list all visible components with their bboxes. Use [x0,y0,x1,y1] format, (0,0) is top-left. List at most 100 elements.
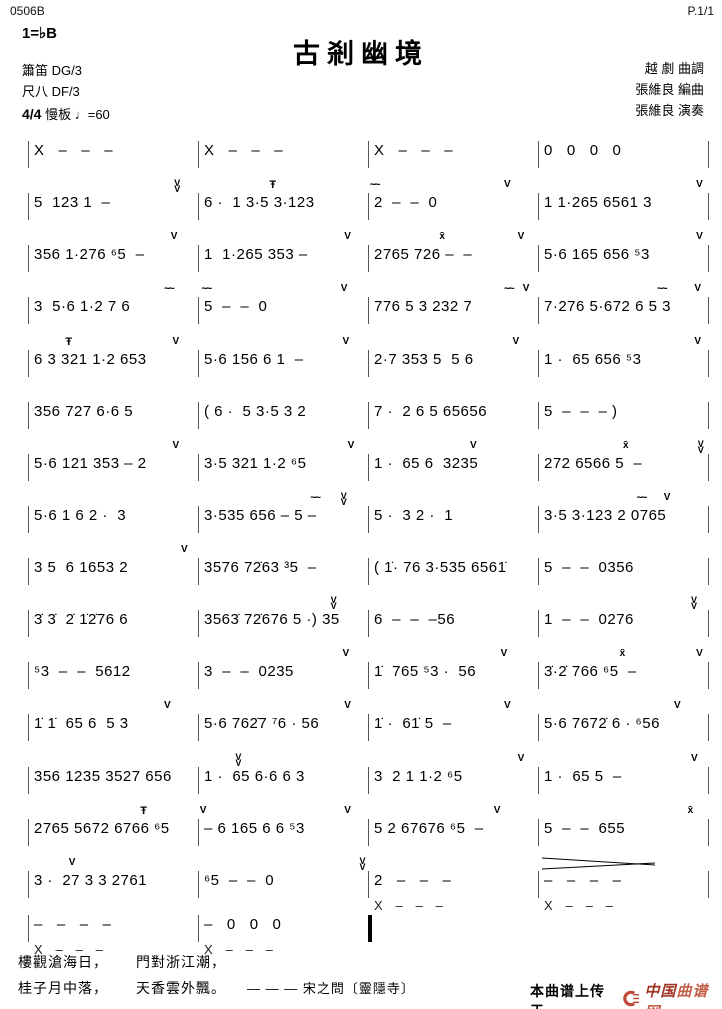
notes-line: 1 · 65 6·6 6 3 [204,768,305,785]
notes-line: 1̇ 765 ⁵3 · 56 [374,663,477,680]
barline [368,454,369,481]
barline [368,610,369,637]
breath-mark-icon: V [696,648,703,659]
notes-line: 7·276 5·672 6 5 3 [544,298,671,315]
x-ornament-icon: x̄ [687,805,694,816]
barline [538,141,539,168]
measure: 5·6 1 6 2 · 3 [28,493,198,545]
barline [708,245,709,272]
measure: V 3 5 6 1653 2 [28,545,198,597]
notes-line: 1 · 65 656 ⁵3 [544,351,642,368]
barline [198,915,199,942]
upload-credit-label: 本曲谱上传于 [530,983,605,1009]
notes-line: – 6 165 6 6 ⁵3 [204,820,305,837]
notes-line: 776 5 3 232 7 [374,298,473,315]
mordent-wavy-icon: ~~ [657,283,668,295]
measure: 6 – – –56 [368,597,538,649]
measure: V 5·6 156 6 1 – [198,337,368,389]
measure: – – – – X – – – [538,857,708,913]
barline [198,506,199,533]
credit-arranger: 張維良 編曲 [635,82,704,97]
notes-line: X – – – [374,142,454,159]
barline [28,193,29,220]
breath-mark-icon: V [344,231,351,242]
notes-line: 3̇·2̇ 766 ⁶5 – [544,663,637,680]
barline [538,350,539,377]
barline [708,350,709,377]
barline [368,245,369,272]
barline [538,558,539,585]
double-breath-mark-icon: VV [340,491,347,507]
notes-line: 2 – – – [374,872,452,889]
measure: V 5·6 121 353 – 2 [28,441,198,493]
notes-line: 2765 5672 6766 ⁶5 [34,820,170,837]
measure: ~~ 3 5·6 1·2 7 6 [28,284,198,336]
barline [28,871,29,898]
notes-line: 3563̇ 72̇676 5 ·) 35 [204,611,340,628]
breath-mark-icon: V [522,283,530,294]
percussion-line: X – – – [204,942,274,957]
notes-line: – – – – [544,872,622,889]
barline [368,506,369,533]
barline [28,506,29,533]
breath-mark-icon: V [517,753,525,764]
site-name-part2: 曲谱网 [644,983,709,1009]
notes-line: 5·6 165 656 ⁵3 [544,246,650,263]
measure: V 1 1·265 353 – [198,232,368,284]
lyric-phrase-2: 門對浙江潮， [136,954,226,970]
barline [198,350,199,377]
time-signature: 4/4 [22,106,42,122]
notes-line: 6 · 1 3·5 3·123 [204,194,315,211]
mordent-wavy-icon: ~~ [310,492,321,504]
breath-mark-icon: V [504,179,511,190]
breath-mark-icon: V [340,283,348,294]
measure: V 1 · 65 6 3235 [368,441,538,493]
barline [538,767,539,794]
measure: V 2·7 353 5 5 6 [368,337,538,389]
trill-tbar-icon: Ŧ [140,805,147,817]
breath-mark-icon: V [691,753,698,764]
notes-line: 1̇ · 61̇ 5 – [374,715,452,732]
barline [28,558,29,585]
barline [368,558,369,585]
measure: V 5·6 165 656 ⁵3 [538,232,708,284]
double-breath-mark-icon: VV [330,595,337,611]
measure: x̄ 5 – – 655 [538,806,708,858]
notes-line: 3 · 27 3 3 2761 [34,872,148,889]
measure: – – – – X – – – [28,902,198,957]
barline [28,454,29,481]
notes-line: 2·7 353 5 5 6 [374,351,474,368]
barline [708,714,709,741]
measure: 7 · 2 6 5 65656 [368,389,538,441]
barline [198,454,199,481]
breath-mark-icon: V [342,648,350,659]
barline [708,662,709,689]
barline [708,610,709,637]
barline [368,141,369,168]
breath-mark-icon: V [181,544,188,555]
notes-line: 5·6 156 6 1 – [204,351,304,368]
measure: VV 1 · 65 6·6 6 3 [198,753,368,806]
notes-line: 1 1·265 353 – [204,246,308,263]
breath-mark-icon: V [344,700,351,711]
measure: VV ⁶5 – – 0 [198,857,368,910]
notes-line: ( 6 · 5 3·5 3 2 [204,403,307,420]
mordent-wavy-icon: ~~ [201,283,212,295]
barline [538,506,539,533]
barline [538,871,539,898]
breath-mark-icon: V [696,179,703,190]
measure: V 3 · 27 3 3 2761 [28,858,198,910]
notes-line: 3 5·6 1·2 7 6 [34,298,131,315]
measure: ~~ V 7·276 5·672 6 5 3 [538,284,708,336]
measure: x̄ V 2765 726 – – [368,232,538,284]
trill-tbar-icon: Ŧ [65,336,73,348]
measure: ~~ VV 3·535 656 – 5 – [198,491,368,545]
notes-line: ⁵3 – – 5612 [34,663,131,680]
breath-mark-icon: V [663,492,671,503]
percussion-line: X – – – [374,898,444,913]
barline [708,402,709,429]
barline [28,714,29,741]
poem-attribution: — — — 宋之問〔靈隱寺〕 [247,981,415,996]
barline [198,767,199,794]
barline [538,819,539,846]
